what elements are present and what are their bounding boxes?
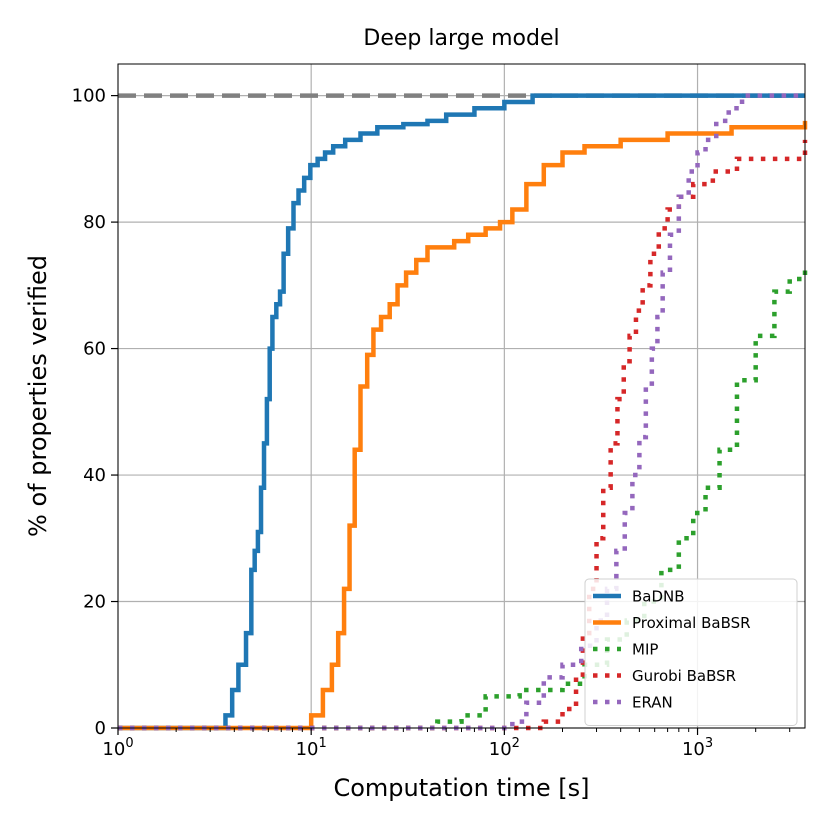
legend-label-mip: MIP — [632, 641, 658, 659]
legend-label-badnb: BaDNB — [632, 588, 685, 606]
x-tick-base: 10 — [102, 739, 125, 760]
x-tick-label: 101 — [296, 736, 327, 760]
y-axis-label: % of properties verified — [24, 255, 52, 537]
legend: BaDNB Proximal BaBSR MIP Gurobi BaBSR ERAN — [584, 578, 798, 726]
series-line-proximal-babsr — [118, 120, 808, 731]
legend-label-proximal-babsr: Proximal BaBSR — [632, 614, 751, 632]
series-layer — [118, 93, 808, 731]
x-tick-base: 10 — [296, 739, 319, 760]
x-tick-label: 100 — [102, 736, 133, 760]
x-tick-label: 102 — [489, 736, 520, 760]
chart-title: Deep large model — [363, 26, 559, 51]
y-tick-label: 80 — [83, 212, 106, 233]
series-line-badnb — [118, 93, 805, 731]
y-tick-label: 20 — [83, 592, 106, 613]
series-line-mip — [118, 266, 808, 731]
y-tick-label: 60 — [83, 339, 106, 360]
series-line-gurobi-babsr — [118, 139, 808, 731]
legend-label-gurobi-babsr: Gurobi BaBSR — [632, 667, 736, 685]
y-tick-label: 0 — [95, 718, 106, 739]
series-line-eran — [118, 93, 805, 731]
x-tick-base: 10 — [489, 739, 512, 760]
x-tick-exponent: 3 — [705, 736, 713, 751]
legend-box — [584, 578, 798, 726]
x-axis-label: Computation time [s] — [333, 774, 589, 802]
x-tick-label: 103 — [682, 736, 713, 760]
x-tick-exponent: 2 — [512, 736, 520, 751]
y-tick-label: 40 — [83, 465, 106, 486]
legend-label-eran: ERAN — [632, 694, 673, 712]
x-tick-exponent: 0 — [125, 736, 133, 751]
y-tick-label: 100 — [72, 86, 106, 107]
x-tick-exponent: 1 — [318, 736, 326, 751]
x-tick-base: 10 — [682, 739, 705, 760]
